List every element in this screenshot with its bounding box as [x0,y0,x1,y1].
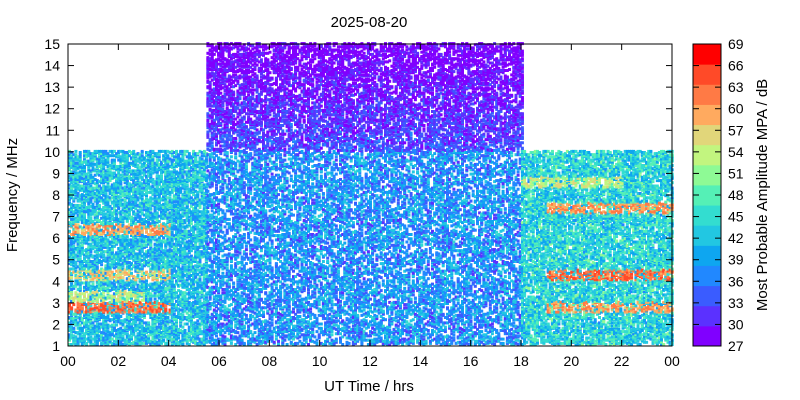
data-point [166,316,169,319]
data-point [184,329,187,332]
data-point [171,231,174,234]
data-point [113,159,116,162]
data-point [181,326,184,329]
data-point [79,151,82,154]
data-point [160,175,163,178]
data-point [130,272,133,275]
data-point [164,307,167,310]
data-point [92,283,95,286]
data-point [162,339,165,342]
plot-area [68,42,674,346]
data-point [177,337,180,340]
data-point [70,306,73,309]
data-point [166,154,169,157]
data-point [72,327,75,330]
data-point [72,303,75,306]
data-point [122,276,125,279]
data-point [158,220,161,223]
data-point [137,274,140,277]
data-point [147,321,150,324]
data-point [149,207,152,210]
data-point [77,230,80,233]
data-point [156,211,159,214]
data-point [145,279,148,282]
chart-title: 2025-08-20 [331,14,408,31]
data-point [158,153,161,156]
data-point [141,150,144,153]
data-point [119,315,122,318]
data-point [100,263,103,266]
data-point [96,265,99,268]
data-point [126,235,129,238]
data-point [115,324,118,327]
data-point [92,203,95,206]
data-point [175,150,178,153]
data-point [98,204,101,207]
data-point [81,306,84,309]
data-point [102,254,105,257]
data-point [89,217,92,220]
data-point [74,150,77,153]
data-point [132,150,135,153]
